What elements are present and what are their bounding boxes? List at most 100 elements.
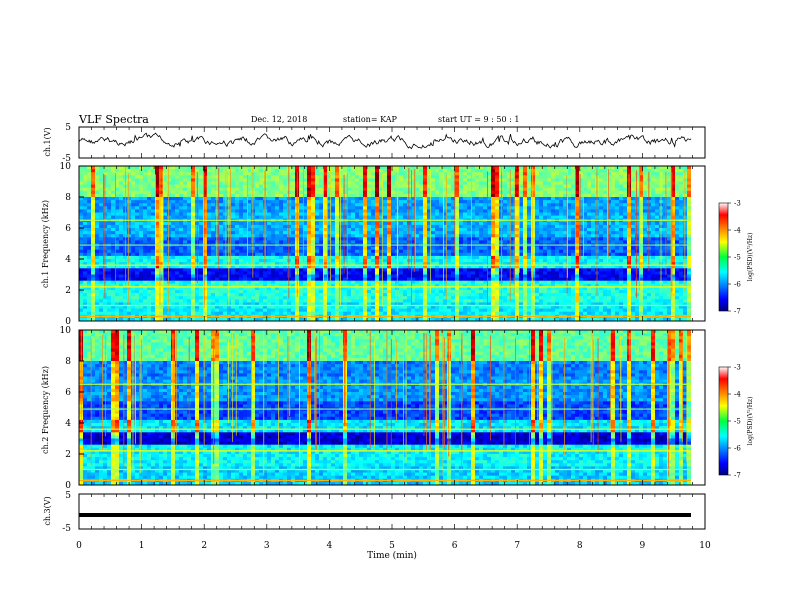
spec1-cell (95, 212, 100, 216)
spec1-cell (503, 255, 508, 260)
spec1-cell (555, 181, 560, 185)
ch1-ytick-top: 5 (65, 123, 71, 133)
spec1-cell (179, 181, 184, 185)
spec1-cell (551, 221, 556, 226)
spec1-cell (507, 237, 512, 241)
spec1-cell (351, 231, 356, 235)
spec1-cell (331, 203, 336, 207)
spec1-cell (439, 212, 444, 216)
spec1-cell (487, 209, 492, 213)
spec1-cell (643, 252, 648, 257)
spec1-cell (651, 190, 656, 195)
spec1-cell (303, 249, 308, 254)
spec1-cell (219, 203, 224, 207)
spec1-cell (607, 231, 612, 235)
spec1-cell (175, 215, 180, 220)
spec1-cell (279, 178, 284, 182)
spec1-cell (587, 172, 592, 176)
spec1-cell (339, 240, 344, 244)
spec1-cell (603, 181, 608, 185)
spec1-cell (615, 190, 620, 195)
spec1-cell (183, 221, 188, 226)
spec1-cell (307, 206, 312, 210)
spec1-cell (347, 221, 352, 226)
spec1-cell (419, 231, 424, 235)
spec1-cell (607, 184, 612, 189)
spec1-cell (127, 206, 132, 210)
spec1-cell (355, 252, 360, 257)
spec1-cell (311, 169, 316, 173)
spec1-cell (171, 231, 176, 235)
spec1-cell (155, 172, 160, 176)
spec1-cell (315, 259, 320, 263)
spec1-cell (435, 249, 440, 254)
spec1-cell (375, 215, 380, 220)
spec1-cell (603, 206, 608, 210)
spec1-cell (95, 259, 100, 263)
spec1-cell (387, 259, 392, 263)
spec1-cell (247, 193, 252, 198)
spec1-cell (459, 237, 464, 241)
spec1-cell (203, 262, 208, 266)
spec1-cell (107, 181, 112, 185)
spec1-cell (495, 221, 500, 226)
spec1-cell (151, 190, 156, 195)
spec1-cell (267, 246, 272, 251)
spec1-cell (163, 262, 168, 266)
spec1-cell (675, 234, 680, 238)
spec1-cell (403, 172, 408, 176)
spec1-cell (87, 249, 92, 254)
spec1-cell (535, 237, 540, 241)
spec1-cell (279, 259, 284, 263)
spec1-cell (587, 169, 592, 173)
spec1-cell (363, 221, 368, 226)
spec1-cell (463, 187, 468, 192)
spec1-cell (471, 215, 476, 220)
spec1-cell (527, 197, 532, 201)
spec1-cell (639, 215, 644, 220)
spec1-cell (391, 228, 396, 232)
spec1-cell (483, 259, 488, 263)
spec1-cell (375, 234, 380, 238)
spec1-cell (623, 200, 628, 204)
spec1-cell (135, 203, 140, 207)
spec1-cell (179, 184, 184, 189)
spec1-cell (339, 190, 344, 195)
spec1-cell (619, 166, 624, 170)
ch1-spectrogram-image (78, 166, 705, 322)
spec1-cell (207, 246, 212, 251)
spec1-cell (471, 212, 476, 216)
spec1-cell (231, 259, 236, 263)
spec1-cell (587, 240, 592, 244)
spec1-cell (415, 259, 420, 263)
spec1-cell (479, 240, 484, 244)
spec1-cell (643, 259, 648, 263)
spec1-cell (615, 262, 620, 266)
spec1-cell (163, 237, 168, 241)
spec1-cell (479, 172, 484, 176)
spec1-cell (575, 209, 580, 213)
spec1-cell (563, 231, 568, 235)
spec1-cell (679, 237, 684, 241)
spec1-cell (639, 228, 644, 232)
spec1-cell (223, 262, 228, 266)
spec1-cell (335, 249, 340, 254)
spec1-cell (171, 249, 176, 254)
spec1-cell (631, 262, 636, 266)
spec1-cell (275, 252, 280, 257)
spec1-cell (439, 206, 444, 210)
spec1-cell (379, 187, 384, 192)
spec1-cell (679, 255, 684, 260)
chart-title: VLF Spectra (78, 113, 149, 126)
spec1-cell (95, 209, 100, 213)
spec1-cell (255, 181, 260, 185)
spec1-cell (643, 221, 648, 226)
spec1-cell (267, 203, 272, 207)
spec1-cell (115, 240, 120, 244)
spec1-cell (675, 193, 680, 198)
spec1-cell (427, 255, 432, 260)
spec1-cell (559, 203, 564, 207)
spec1-cell (79, 175, 84, 179)
spec1-cell (487, 169, 492, 173)
spec1-cell (331, 169, 336, 173)
